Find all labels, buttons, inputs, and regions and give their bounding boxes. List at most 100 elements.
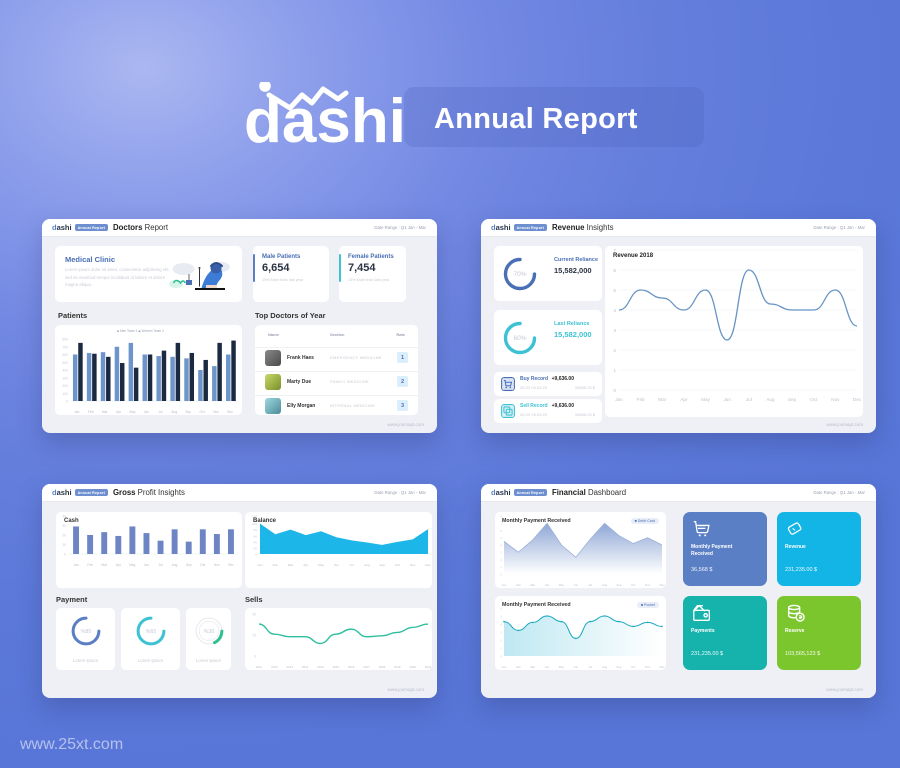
svg-text:Oct: Oct	[810, 397, 818, 402]
svg-text:Apr: Apr	[545, 665, 549, 669]
svg-text:Jun: Jun	[144, 410, 149, 414]
svg-text:Oct: Oct	[200, 563, 205, 567]
svg-text:Jul: Jul	[588, 665, 592, 669]
svg-text:Apr: Apr	[545, 583, 549, 587]
svg-text:Jul: Jul	[159, 563, 163, 567]
svg-text:5: 5	[613, 288, 616, 294]
svg-text:Sep: Sep	[185, 410, 191, 414]
svg-text:70%: 70%	[513, 271, 526, 278]
svg-text:60: 60	[254, 534, 258, 538]
svg-text:Jan: Jan	[502, 583, 507, 587]
svg-text:6: 6	[613, 268, 616, 274]
svg-text:Sep: Sep	[616, 665, 621, 669]
svg-text:■ Men Team 1 ◆ Women Team 2: ■ Men Team 1 ◆ Women Team 2	[117, 329, 164, 333]
svg-text:Dec: Dec	[853, 397, 862, 402]
svg-text:Aug: Aug	[602, 583, 607, 587]
svg-text:2: 2	[501, 638, 503, 642]
svg-text:Nov: Nov	[645, 665, 651, 669]
svg-text:0: 0	[254, 655, 256, 659]
svg-text:Nov: Nov	[214, 563, 220, 567]
svg-text:Jun: Jun	[334, 563, 339, 567]
svg-text:%85: %85	[80, 629, 91, 635]
svg-text:May: May	[318, 563, 324, 567]
svg-text:800: 800	[62, 338, 68, 342]
svg-text:0: 0	[64, 553, 66, 557]
svg-text:2018: 2018	[379, 665, 386, 669]
svg-text:Jul: Jul	[350, 563, 354, 567]
svg-text:4: 4	[613, 308, 616, 314]
svg-text:Nov: Nov	[410, 563, 416, 567]
svg-text:Mar: Mar	[101, 563, 107, 567]
svg-text:May: May	[559, 583, 565, 587]
svg-text:0: 0	[66, 400, 68, 404]
svg-text:Dec: Dec	[425, 563, 431, 567]
svg-text:Jun: Jun	[574, 583, 579, 587]
svg-text:Aug: Aug	[602, 665, 607, 669]
svg-text:Jan: Jan	[73, 563, 78, 567]
svg-text:May: May	[559, 665, 565, 669]
svg-text:Feb: Feb	[273, 563, 279, 567]
svg-text:Jun: Jun	[144, 563, 149, 567]
svg-text:2012: 2012	[271, 665, 278, 669]
svg-text:1: 1	[501, 565, 503, 569]
svg-text:Oct: Oct	[631, 583, 636, 587]
svg-text:200: 200	[62, 384, 68, 388]
svg-text:2013: 2013	[287, 665, 294, 669]
svg-text:Dec: Dec	[660, 665, 666, 669]
svg-text:Feb: Feb	[88, 410, 94, 414]
svg-text:2016: 2016	[348, 665, 355, 669]
svg-text:0: 0	[255, 553, 257, 557]
svg-text:Feb: Feb	[516, 583, 521, 587]
svg-text:Aug: Aug	[172, 563, 178, 567]
svg-text:Oct: Oct	[631, 665, 636, 669]
svg-text:Nov: Nov	[645, 583, 651, 587]
svg-text:1: 1	[613, 368, 616, 374]
svg-text:Nov: Nov	[213, 410, 219, 414]
svg-text:Oct: Oct	[200, 410, 205, 414]
svg-text:Apr: Apr	[116, 410, 122, 414]
svg-text:0: 0	[501, 572, 503, 576]
svg-text:700: 700	[62, 345, 68, 349]
svg-text:4: 4	[501, 622, 503, 626]
svg-text:Jan: Jan	[502, 665, 507, 669]
svg-text:60%: 60%	[513, 335, 526, 342]
svg-text:1: 1	[501, 646, 503, 650]
svg-text:20: 20	[254, 546, 258, 550]
svg-text:Sep: Sep	[616, 583, 621, 587]
svg-text:May: May	[129, 563, 135, 567]
svg-text:%65: %65	[145, 629, 156, 635]
svg-text:2: 2	[501, 558, 503, 562]
svg-text:Aug: Aug	[364, 563, 370, 567]
svg-text:2020: 2020	[409, 665, 416, 669]
svg-text:2: 2	[613, 348, 616, 354]
svg-text:Sep: Sep	[788, 397, 797, 402]
svg-text:3: 3	[501, 551, 503, 555]
svg-text:300: 300	[62, 376, 68, 380]
svg-text:Dec: Dec	[228, 563, 234, 567]
svg-text:100: 100	[62, 392, 68, 396]
svg-text:Jan: Jan	[258, 563, 263, 567]
svg-text:80: 80	[254, 528, 258, 532]
svg-text:Mar: Mar	[658, 397, 666, 402]
svg-text:10: 10	[62, 543, 66, 547]
svg-text:25: 25	[252, 634, 256, 638]
svg-text:30: 30	[62, 524, 66, 528]
svg-text:Oct: Oct	[395, 563, 400, 567]
svg-text:Feb: Feb	[516, 665, 521, 669]
svg-text:Sep: Sep	[379, 563, 385, 567]
svg-text:May: May	[701, 397, 710, 402]
svg-text:Apr: Apr	[303, 563, 308, 567]
svg-text:Dec: Dec	[227, 410, 233, 414]
svg-text:2015: 2015	[333, 665, 340, 669]
svg-text:40: 40	[254, 540, 258, 544]
svg-text:4: 4	[501, 543, 503, 547]
svg-text:Sep: Sep	[186, 563, 192, 567]
svg-text:2017: 2017	[363, 665, 370, 669]
svg-text:0: 0	[613, 388, 616, 394]
svg-text:0: 0	[501, 654, 503, 658]
svg-text:5: 5	[501, 614, 503, 618]
svg-text:2014: 2014	[302, 665, 309, 669]
svg-text:Jan: Jan	[615, 397, 623, 402]
svg-text:Feb: Feb	[637, 397, 645, 402]
svg-text:3: 3	[501, 630, 503, 634]
